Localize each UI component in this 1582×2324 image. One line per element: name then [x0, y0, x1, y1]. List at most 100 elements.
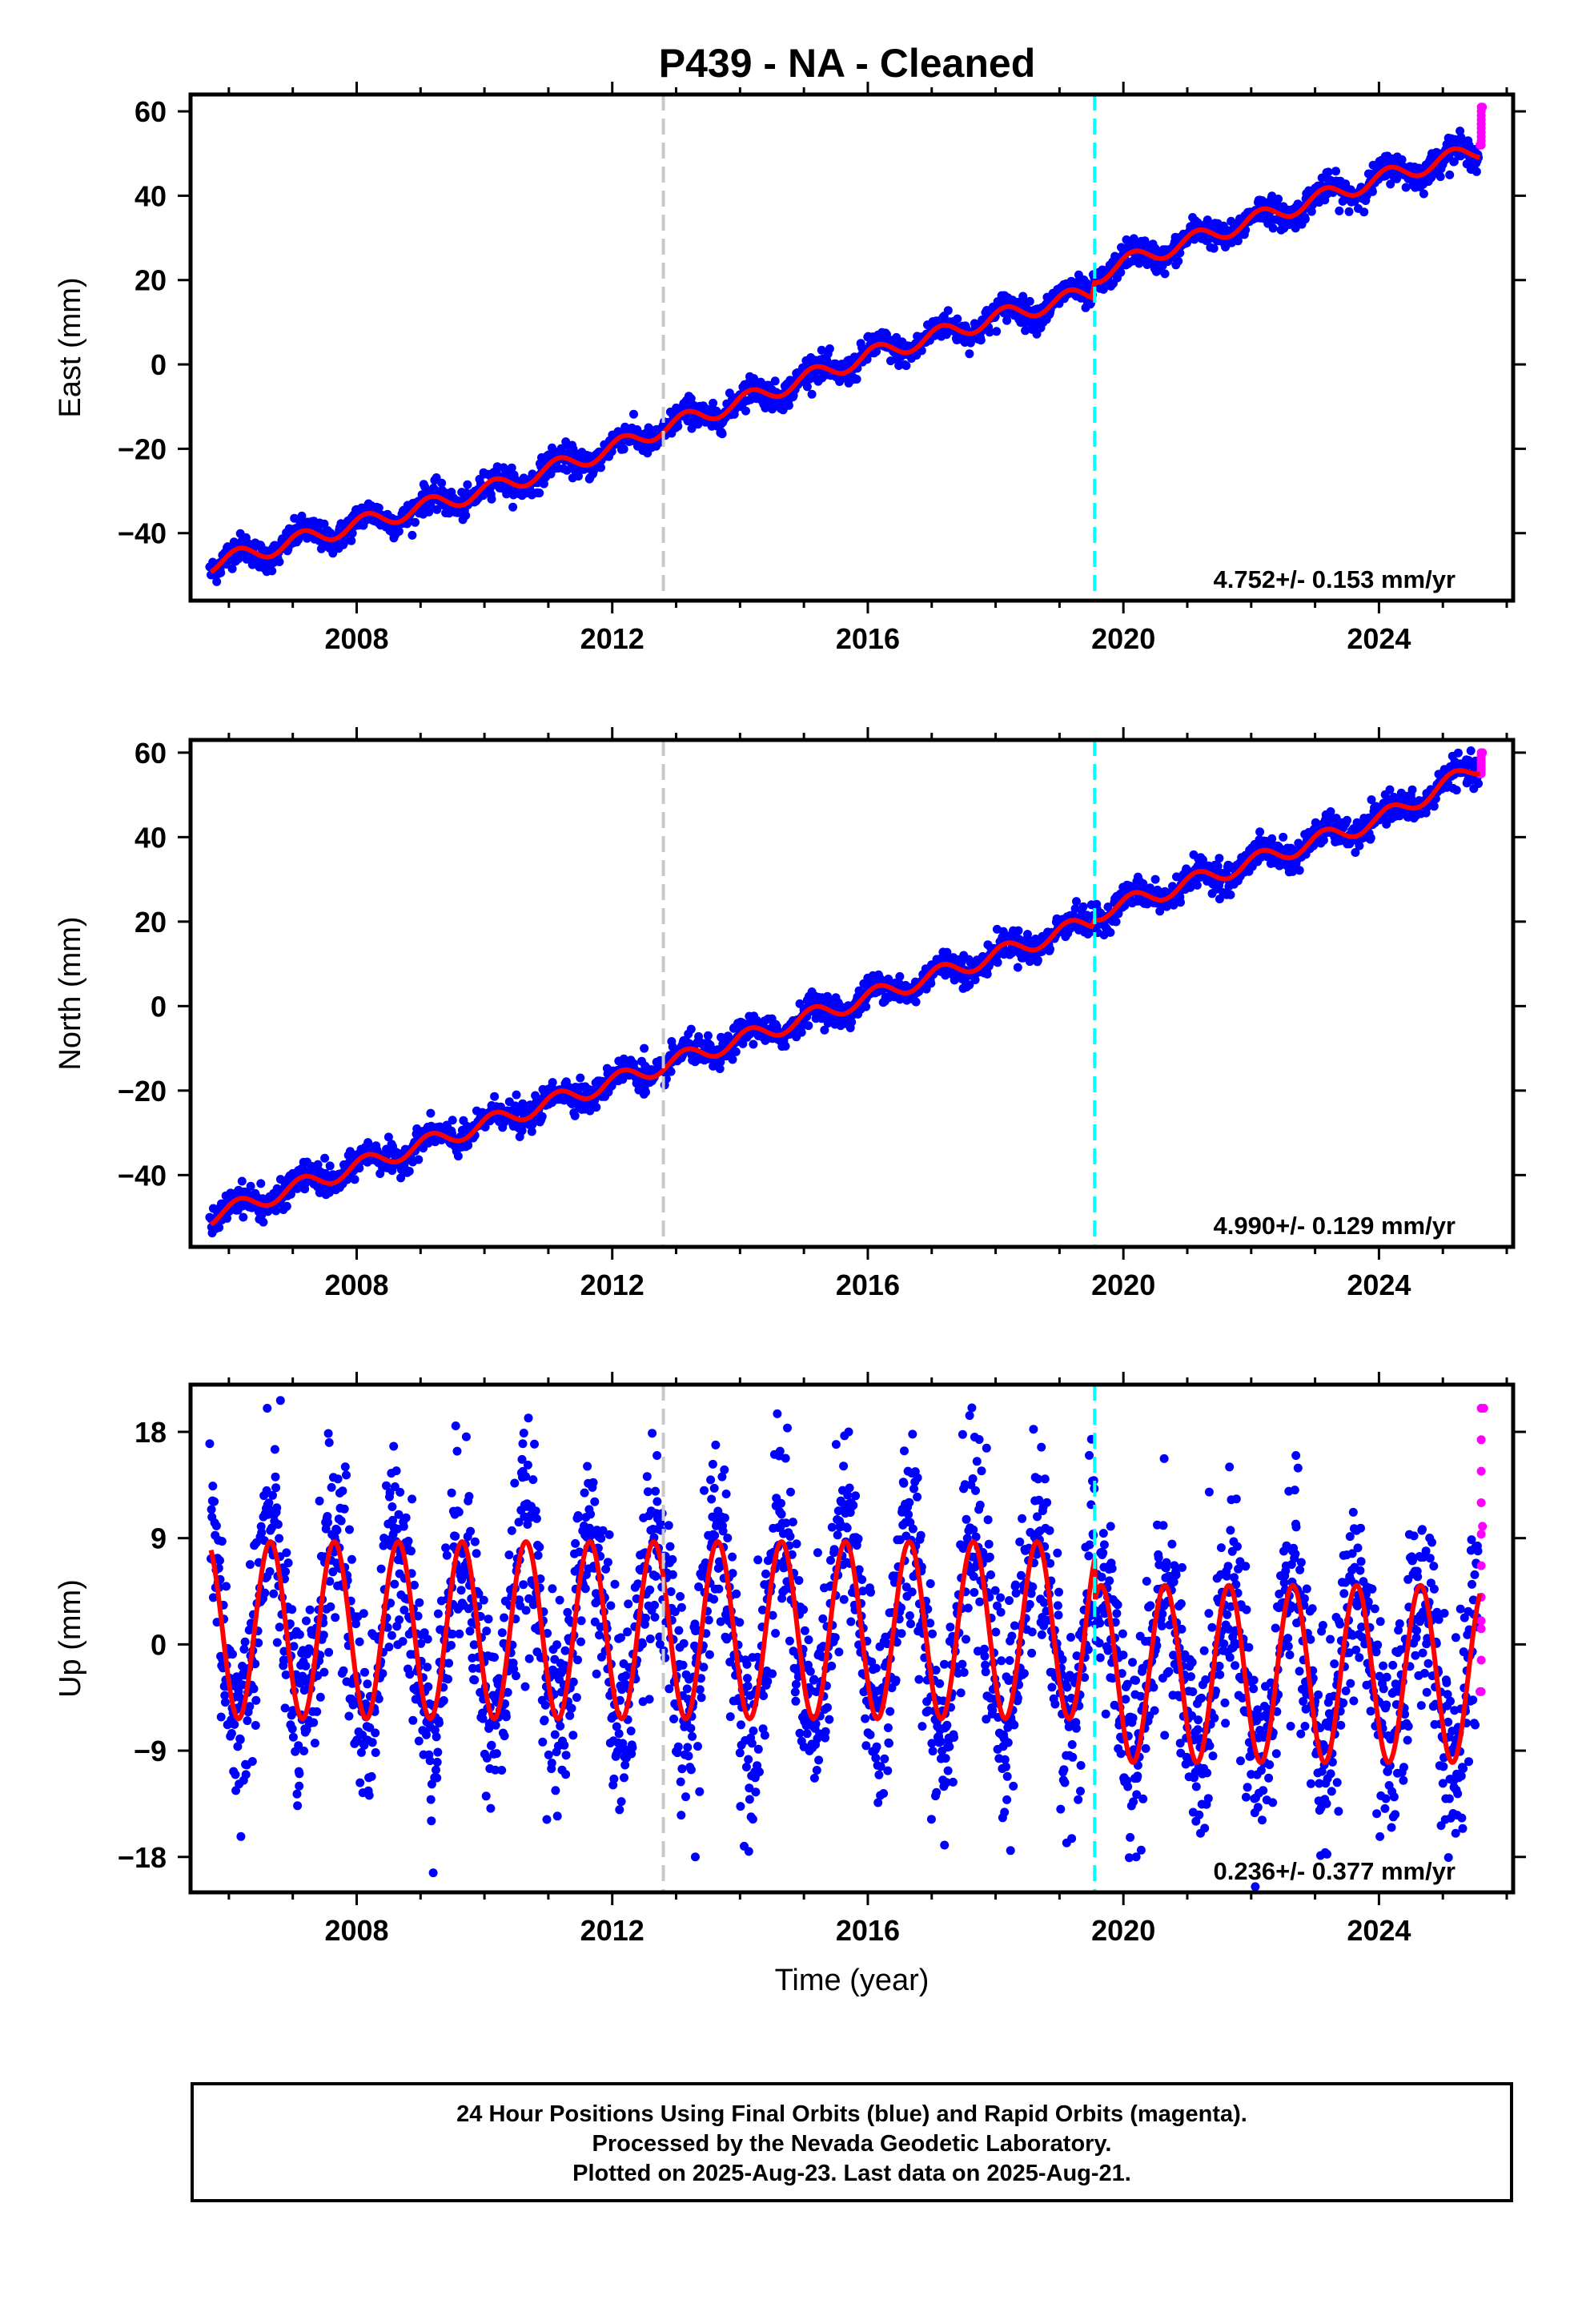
final-orbit-point	[323, 1518, 332, 1527]
final-orbit-point	[319, 1667, 329, 1677]
final-orbit-point	[1116, 267, 1126, 277]
final-orbit-point	[512, 1090, 521, 1100]
final-orbit-point	[825, 344, 834, 353]
final-orbit-point	[1445, 170, 1455, 179]
final-orbit-point	[596, 463, 605, 472]
velocity-rate-label: 4.752+/- 0.153 mm/yr	[1214, 565, 1456, 593]
final-orbit-point	[359, 1609, 368, 1618]
final-orbit-point	[338, 1486, 347, 1496]
final-orbit-point	[1472, 167, 1481, 176]
final-orbit-point	[490, 1092, 500, 1101]
y-tick-label: −40	[118, 1159, 167, 1192]
final-orbit-point	[275, 1396, 285, 1405]
final-orbit-point	[267, 566, 277, 576]
final-orbit-point	[282, 1201, 291, 1211]
final-orbit-point	[302, 1616, 311, 1626]
final-orbit-point	[283, 1558, 293, 1568]
final-orbit-point	[1453, 748, 1463, 758]
final-orbit-point	[461, 511, 471, 521]
final-orbit-point	[570, 1111, 580, 1120]
final-orbit-point	[926, 979, 936, 988]
final-orbit-point	[703, 1031, 713, 1040]
final-orbit-point	[282, 1548, 291, 1558]
final-orbit-point	[426, 1108, 436, 1118]
y-tick-label: 40	[135, 179, 167, 212]
final-orbit-point	[310, 1739, 319, 1748]
y-tick-label: 20	[135, 906, 167, 939]
final-orbit-point	[394, 527, 404, 536]
final-orbit-point	[355, 1637, 364, 1647]
final-orbit-point	[340, 1462, 350, 1472]
final-orbit-point	[686, 394, 696, 404]
final-orbit-point	[299, 1747, 309, 1755]
x-tick-label: 2008	[324, 1269, 388, 1301]
final-orbit-point	[807, 389, 817, 399]
final-orbit-point	[265, 1566, 275, 1576]
final-orbit-point	[911, 997, 921, 1007]
final-orbit-point	[275, 1622, 284, 1632]
final-orbit-point	[687, 424, 697, 433]
final-orbit-point	[271, 1483, 281, 1493]
final-orbit-point	[319, 1630, 328, 1640]
final-orbit-point	[861, 1002, 871, 1011]
final-orbit-point	[804, 1021, 813, 1031]
final-orbit-point	[901, 361, 911, 371]
final-orbit-point	[371, 1748, 380, 1757]
final-orbit-point	[235, 1735, 245, 1744]
final-orbit-point	[770, 376, 780, 386]
final-orbit-point	[247, 1757, 257, 1766]
final-orbit-point	[1176, 898, 1185, 907]
final-orbit-point	[324, 1437, 334, 1447]
final-orbit-point	[256, 541, 266, 551]
final-orbit-point	[574, 472, 583, 481]
final-orbit-point	[592, 1103, 601, 1112]
final-orbit-point	[1268, 223, 1278, 233]
final-orbit-point	[985, 328, 994, 337]
final-orbit-point	[1401, 183, 1411, 192]
rapid-orbit-point	[1476, 748, 1486, 758]
final-orbit-point	[376, 1564, 386, 1574]
final-orbit-point	[717, 429, 727, 439]
final-orbit-point	[1209, 243, 1219, 253]
final-orbit-points-east	[205, 127, 1484, 586]
final-orbit-point	[371, 1728, 380, 1738]
velocity-rate-label: 4.990+/- 0.129 mm/yr	[1214, 1212, 1456, 1240]
final-orbit-point	[272, 1503, 282, 1513]
final-orbit-point	[292, 1789, 302, 1799]
final-orbit-point	[1086, 299, 1095, 308]
final-orbit-point	[268, 1490, 277, 1500]
final-orbit-point	[1300, 215, 1310, 224]
y-axis-label: East (mm)	[54, 277, 87, 417]
final-orbit-point	[1366, 833, 1375, 842]
final-orbit-point	[270, 1445, 279, 1454]
final-orbit-point	[332, 1526, 342, 1535]
final-orbit-point	[217, 1537, 227, 1546]
final-orbit-point	[847, 1017, 857, 1027]
final-orbit-point	[1291, 223, 1300, 233]
final-orbit-point	[245, 1560, 255, 1570]
final-orbit-point	[1397, 155, 1407, 164]
final-orbit-point	[327, 1482, 336, 1492]
final-orbit-point	[222, 1582, 231, 1591]
final-orbit-point	[1295, 866, 1304, 875]
final-orbit-point	[767, 1014, 777, 1023]
final-orbit-point	[240, 1637, 250, 1647]
x-tick-label: 2024	[1347, 1269, 1411, 1301]
x-tick-label: 2024	[1347, 622, 1411, 655]
final-orbit-point	[301, 1661, 311, 1671]
final-orbit-point	[487, 494, 496, 504]
x-tick-label: 2020	[1091, 1269, 1155, 1301]
final-orbit-point	[725, 388, 734, 398]
final-orbit-point	[1255, 827, 1265, 837]
final-orbit-point	[1344, 207, 1354, 216]
final-orbit-point	[295, 1769, 304, 1779]
final-orbit-point	[297, 511, 307, 521]
final-orbit-point	[336, 1516, 346, 1526]
y-tick-label: −20	[118, 432, 167, 465]
final-orbit-point	[319, 519, 329, 529]
final-orbit-point	[235, 1692, 244, 1702]
final-orbit-point	[1419, 189, 1428, 199]
final-orbit-point	[227, 564, 237, 573]
y-tick-label: 0	[151, 990, 167, 1023]
final-orbit-point	[309, 1718, 319, 1727]
